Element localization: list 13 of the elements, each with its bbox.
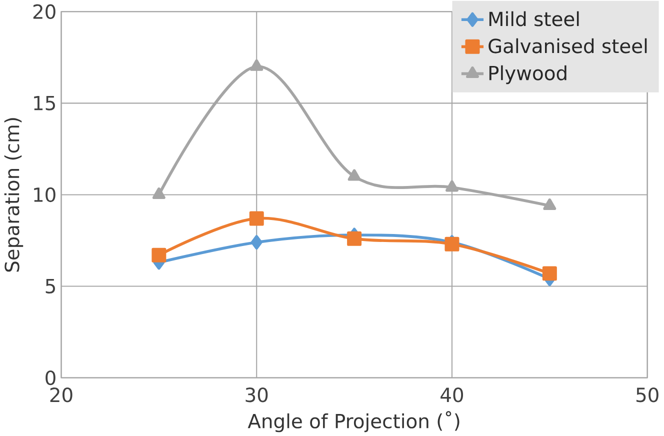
legend-label: Galvanised steel — [488, 38, 647, 54]
x-tick-label: 50 — [636, 387, 658, 402]
x-axis-title: Angle of Projection (˚) — [248, 410, 460, 432]
y-tick-label: 10 — [34, 187, 56, 202]
legend-label: Plywood — [489, 65, 566, 84]
y-tick-label: 20 — [33, 4, 56, 19]
legend-label: Mild steel — [489, 11, 579, 26]
x-tick-label: 40 — [440, 387, 464, 402]
y-tick-label: 0 — [46, 370, 56, 385]
y-tick-label: 5 — [46, 278, 55, 294]
y-axis-title: Separation (cm) — [4, 118, 24, 272]
x-tick-label: 30 — [246, 387, 268, 402]
y-tick-label: 15 — [34, 96, 55, 110]
